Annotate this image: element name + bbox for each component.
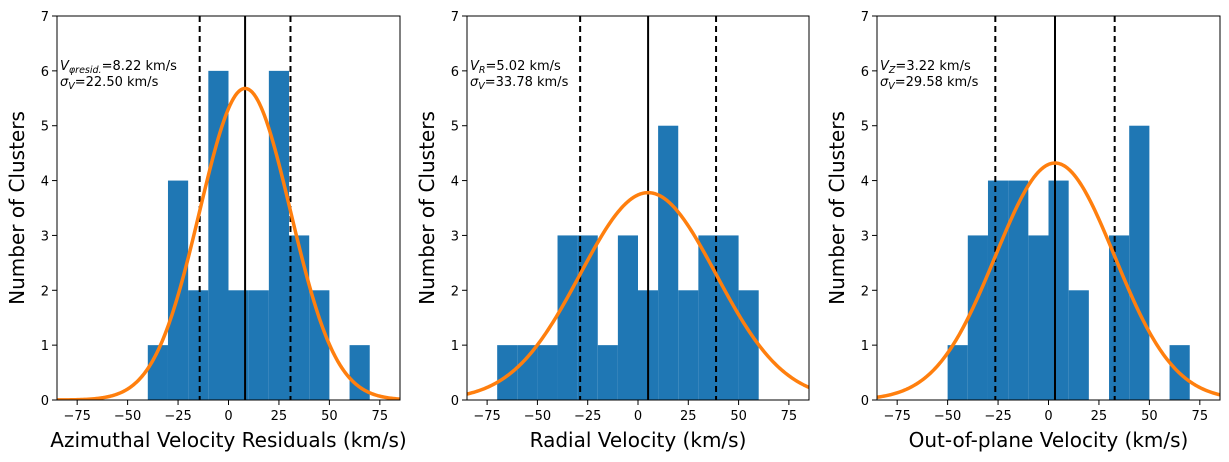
y-tick-label: 3 (861, 229, 869, 244)
histogram-bar (967, 235, 988, 400)
x-axis-label: Out-of-plane Velocity (km/s) (909, 428, 1189, 452)
histogram-bar (1068, 290, 1089, 400)
histogram-bar (309, 290, 330, 400)
histogram-bar (617, 235, 638, 400)
histogram-bar (678, 290, 699, 400)
y-tick-label: 5 (861, 120, 869, 135)
x-tick-label: 50 (730, 409, 747, 424)
x-tick-label: 50 (321, 409, 338, 424)
x-tick-label: −25 (164, 409, 191, 424)
y-tick-label: 3 (451, 229, 459, 244)
histogram-bar (349, 345, 370, 400)
x-tick-label: 75 (372, 409, 389, 424)
y-tick-label: 4 (861, 175, 869, 190)
histogram-bar (537, 345, 558, 400)
annotation-mean: VR=5.02 km/s (470, 59, 561, 76)
x-axis-label: Azimuthal Velocity Residuals (km/s) (50, 428, 406, 452)
histogram-bar (497, 345, 518, 400)
y-tick-label: 4 (41, 175, 49, 190)
annotation-mean: VZ=3.22 km/s (880, 59, 971, 76)
x-tick-label: −75 (473, 409, 500, 424)
histogram-bar (268, 70, 290, 400)
panel-3: −75 −50 −25 0 25 50 75 0 1 2 3 4 5 6 7 Out-of-plane Vel… (825, 10, 1221, 452)
y-tick-label: 0 (41, 394, 49, 409)
histogram-bar (947, 345, 968, 400)
x-tick-label: 75 (781, 409, 798, 424)
y-tick-label: 6 (451, 65, 459, 80)
y-axis-label: Number of Clusters (825, 111, 849, 305)
annotation-sigma: σV=22.50 km/s (60, 75, 159, 92)
plot-area (877, 16, 1220, 400)
histogram-bar (1008, 180, 1029, 400)
y-tick-label: 6 (41, 65, 49, 80)
y-tick-label: 5 (41, 120, 49, 135)
histogram-bar (1048, 180, 1069, 400)
histogram-bar (517, 345, 538, 400)
x-tick-label: −50 (114, 409, 141, 424)
histogram-bar (718, 235, 739, 400)
histogram-bar (698, 235, 719, 400)
x-tick-label: −50 (934, 409, 961, 424)
histogram-bar (188, 290, 209, 400)
x-tick-label: 0 (224, 409, 232, 424)
histogram-bar (577, 235, 598, 400)
x-tick-label: 25 (680, 409, 697, 424)
histogram-bar (228, 290, 249, 400)
x-tick-label: −50 (524, 409, 551, 424)
histogram-bar (658, 125, 679, 400)
panel-2: −75 −50 −25 0 25 50 75 0 1 2 3 4 5 6 7 Radial Velocity … (415, 10, 810, 452)
x-tick-label: −25 (574, 409, 601, 424)
plot-area (467, 16, 809, 400)
y-tick-label: 2 (861, 284, 869, 299)
y-tick-label: 7 (861, 10, 869, 25)
x-tick-label: −25 (984, 409, 1011, 424)
histogram-bar (987, 180, 1009, 400)
y-tick-label: 1 (41, 339, 49, 354)
histogram-bar (597, 345, 618, 400)
x-tick-label: −75 (883, 409, 910, 424)
y-tick-label: 2 (41, 284, 49, 299)
y-tick-label: 0 (861, 394, 869, 409)
x-tick-label: 25 (1091, 409, 1108, 424)
x-tick-label: 50 (1141, 409, 1158, 424)
x-tick-label: 0 (634, 409, 642, 424)
y-tick-label: 5 (451, 120, 459, 135)
y-tick-label: 2 (451, 284, 459, 299)
histogram-bar (738, 290, 759, 400)
x-tick-label: 75 (1192, 409, 1209, 424)
gaussian-fit-curve (467, 190, 809, 396)
gaussian-fit-curve (877, 161, 1220, 399)
y-tick-label: 1 (861, 339, 869, 354)
histogram-bar (1129, 125, 1150, 400)
y-tick-label: 1 (451, 339, 459, 354)
x-tick-label: 25 (271, 409, 288, 424)
annotation-mean: Vφresid.=8.22 km/s (60, 59, 177, 76)
plot-area (57, 16, 400, 400)
panel-1: −75 −50 −25 0 25 50 75 0 1 2 3 4 5 6 7 Azimuthal Veloci… (5, 10, 407, 452)
y-tick-label: 0 (451, 394, 459, 409)
y-tick-label: 4 (451, 175, 459, 190)
x-tick-label: 0 (1044, 409, 1052, 424)
y-tick-label: 6 (861, 65, 869, 80)
y-tick-label: 7 (451, 10, 459, 25)
histogram-bar (1109, 235, 1130, 400)
x-axis-label: Radial Velocity (km/s) (530, 428, 747, 452)
histogram-bar (289, 235, 310, 400)
y-tick-label: 3 (41, 229, 49, 244)
gaussian-fit-curve (57, 86, 400, 400)
histogram-bar (1028, 235, 1049, 400)
y-tick-label: 7 (41, 10, 49, 25)
y-axis-label: Number of Clusters (415, 111, 439, 305)
annotation-sigma: σV=33.78 km/s (470, 75, 569, 92)
histogram-bar (248, 290, 269, 400)
annotation-sigma: σV=29.58 km/s (880, 75, 979, 92)
histogram-bar (557, 235, 578, 400)
x-tick-label: −75 (63, 409, 90, 424)
y-axis-label: Number of Clusters (5, 111, 29, 305)
